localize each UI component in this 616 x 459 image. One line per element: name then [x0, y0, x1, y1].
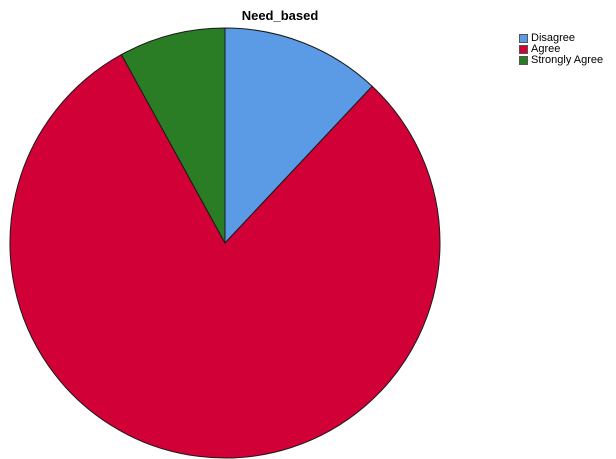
legend-label: Agree: [531, 43, 561, 55]
legend-item: Disagree: [519, 33, 603, 44]
legend-label: Disagree: [531, 32, 576, 44]
pie-slice-strongly-agree: [120, 27, 226, 244]
legend-swatch: [519, 45, 528, 54]
pie-slice-agree: [9, 53, 441, 459]
legend-swatch: [519, 56, 528, 65]
legend: Disagree Agree Strongly Agree: [519, 33, 603, 66]
legend-item: Strongly Agree: [519, 55, 603, 66]
legend-label: Strongly Agree: [531, 54, 604, 66]
legend-item: Agree: [519, 44, 603, 55]
pie-slice-disagree: [224, 27, 373, 245]
chart-title: Need_based: [241, 8, 319, 23]
legend-swatch: [519, 34, 528, 43]
